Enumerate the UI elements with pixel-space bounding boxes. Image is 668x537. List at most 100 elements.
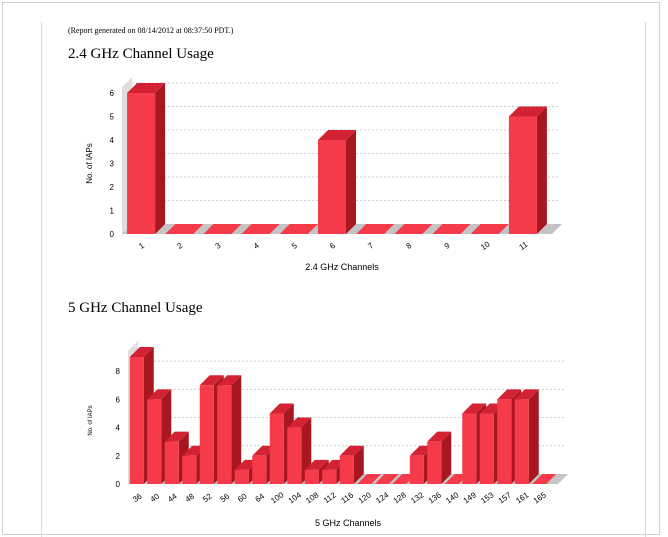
chart24-ytick-label: 6: [110, 89, 115, 98]
chart24-bar-front: [318, 140, 346, 234]
chart24-ytick-label: 3: [110, 160, 115, 169]
chart5-bar-front: [269, 413, 284, 484]
chart5-bar-front: [252, 455, 267, 484]
chart5-bar-top: [199, 375, 224, 386]
chart5-xtick-label: 112: [322, 490, 338, 505]
chart24-bar-1: [127, 83, 166, 234]
chart24-bar-7: [356, 224, 395, 234]
chart24-xtick-label: 1: [137, 241, 146, 251]
chart24-ytick-label: 4: [110, 136, 115, 145]
chart5-bar-front: [427, 441, 442, 484]
chart24-xtick-label: 2: [175, 241, 184, 251]
chart5-bar-top: [287, 417, 312, 428]
chart24-xtick-label: 9: [443, 241, 452, 251]
chart5-xtick-label: 136: [427, 490, 444, 505]
chart24-ylabel: No. of IAPs: [85, 143, 94, 183]
chart5-bar-165: [532, 474, 557, 484]
chart24-xtick-label: 8: [405, 241, 414, 251]
chart5-bar-front: [497, 399, 512, 484]
chart5-bar-front: [339, 455, 354, 484]
chart5-bar-136: [427, 431, 452, 484]
left-rule: [41, 22, 42, 537]
chart5-xtick-label: 157: [497, 490, 514, 505]
chart5-bar-top: [339, 445, 364, 456]
chart24-bar-top: [127, 83, 166, 93]
chart5-bar-front: [234, 469, 249, 484]
chart5-xtick-label: 132: [409, 490, 426, 505]
chart24-bar-front: [508, 116, 537, 234]
chart24-bar-flat: [470, 224, 509, 234]
chart5-xtick-label: 60: [236, 491, 249, 504]
chart5-bar-161: [514, 389, 539, 484]
chart24-bar-6: [318, 130, 356, 234]
chart5-bar-124: [374, 474, 399, 484]
chart24-bar-flat: [356, 224, 395, 234]
chart5-ylabel: No. of IAPs: [88, 405, 94, 435]
chart5-bar-flat: [357, 474, 382, 484]
chart5-xtick-label: 64: [254, 491, 267, 504]
chart5-bar-front: [409, 455, 424, 484]
chart5-xtick-label: 36: [131, 491, 144, 504]
chart24-bar-5: [279, 224, 318, 234]
chart24-ytick-label: 2: [110, 183, 115, 192]
chart24-bar-top: [318, 130, 356, 140]
chart24-bar-8: [394, 224, 433, 234]
chart5-bar-front: [129, 357, 144, 484]
chart5-bar-top: [217, 375, 242, 386]
chart24-bar-3: [203, 224, 242, 234]
chart-title-5ghz: 5 GHz Channel Usage: [68, 300, 203, 316]
chart24-bar-9: [432, 224, 471, 234]
chart5-ytick-label: 0: [116, 480, 121, 489]
chart24-ytick-label: 5: [110, 113, 115, 122]
chart5-bar-top: [304, 459, 329, 470]
chart24-bar-flat: [241, 224, 280, 234]
chart24-bar-2: [165, 224, 204, 234]
chart24-bar-4: [241, 224, 280, 234]
chart24-bar-flat: [432, 224, 471, 234]
chart5-xtick-label: 149: [462, 490, 479, 505]
chart24-bar-flat: [394, 224, 433, 234]
chart5-xlabel: 5 GHz Channels: [315, 518, 382, 528]
chart24-bar-11: [508, 106, 547, 234]
chart5-bar-front: [462, 413, 477, 484]
chart24-ytick-label: 1: [110, 207, 115, 216]
chart24-bar-top: [508, 106, 547, 117]
chart24-bar-side: [155, 83, 166, 234]
chart5-xtick-label: 52: [201, 491, 214, 504]
chart5-bar-front: [304, 469, 319, 484]
chart5-xtick-label: 140: [444, 490, 461, 505]
chart5-bar-top: [164, 431, 189, 442]
chart5-xtick-label: 124: [374, 490, 391, 505]
chart-title-24ghz: 2.4 GHz Channel Usage: [68, 46, 214, 62]
chart5-xtick-label: 104: [287, 490, 304, 505]
chart5-ytick-label: 8: [116, 367, 121, 376]
chart5-bar-top: [427, 431, 452, 442]
chart5-bar-120: [357, 474, 382, 484]
chart24-xtick-label: 5: [290, 241, 299, 251]
chart24-bar-side: [536, 106, 547, 234]
chart24-bar-flat: [279, 224, 318, 234]
chart24-ytick-label: 0: [110, 230, 115, 239]
chart24-xtick-label: 3: [214, 241, 223, 251]
chart5-bar-front: [164, 441, 179, 484]
chart5-bar-top: [514, 389, 539, 400]
chart5-bar-front: [287, 427, 302, 484]
chart5-xtick-label: 100: [269, 490, 286, 505]
chart5-bar-top: [462, 403, 487, 414]
chart5-bar-front: [217, 385, 232, 484]
chart5-bar-front: [479, 413, 494, 484]
chart5-xtick-label: 161: [514, 490, 531, 505]
chart24-bar-flat: [165, 224, 204, 234]
chart5-xtick-label: 56: [219, 491, 232, 504]
chart5-bar-front: [322, 469, 337, 484]
chart24-xlabel: 2.4 GHz Channels: [305, 262, 379, 272]
chart5-xtick-label: 120: [357, 490, 374, 505]
chart5-bar-flat: [532, 474, 557, 484]
chart5-bar-116: [339, 445, 364, 484]
chart5-bar-side: [441, 431, 452, 484]
chart5-bar-top: [497, 389, 522, 400]
chart24-bar-flat: [203, 224, 242, 234]
chart5-xtick-label: 44: [166, 491, 179, 504]
chart24-bar-10: [470, 224, 509, 234]
chart5-bar-side: [353, 445, 364, 484]
